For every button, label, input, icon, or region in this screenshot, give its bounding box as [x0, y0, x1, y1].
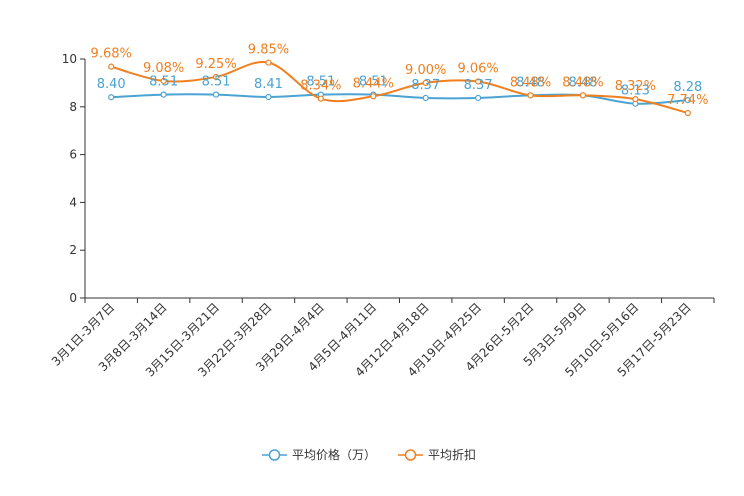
data-label: 8.28: [673, 80, 702, 95]
data-label: 8.48%: [510, 75, 551, 90]
y-tick-label: 4: [69, 195, 77, 209]
data-label: 9.68%: [91, 47, 132, 62]
data-point: [684, 109, 691, 117]
data-point: [475, 78, 482, 85]
y-tick-label: 6: [69, 148, 77, 162]
series-lines: [108, 59, 691, 117]
data-point: [527, 92, 534, 99]
data-label: 8.37: [464, 78, 493, 93]
data-label: 9.06%: [457, 61, 498, 76]
legend-marker: [268, 449, 281, 461]
data-point: [108, 63, 115, 70]
legend-label: 平均折扣: [428, 447, 476, 462]
data-point: [579, 92, 587, 99]
y-tick-label: 8: [69, 100, 77, 114]
data-label: 8.51: [149, 75, 178, 90]
data-point: [160, 91, 167, 98]
data-point: [160, 77, 167, 85]
y-tick-label: 10: [62, 52, 77, 66]
data-label: 8.51: [359, 75, 388, 90]
data-point: [212, 91, 220, 98]
data-label: 8.48: [516, 75, 545, 90]
data-label: 8.32%: [615, 79, 656, 94]
legend-item-1[interactable]: 平均价格（万）: [262, 447, 376, 462]
y-tick-label: 0: [69, 291, 77, 305]
data-point: [684, 97, 691, 104]
data-labels: 8.40 8.51 8.51 8.41 8.51 8.51 8.37 8.37 8.48 8.48…: [91, 43, 709, 108]
data-label: 8.48: [568, 75, 597, 90]
data-label: 8.37: [411, 78, 440, 93]
data-label: 9.08%: [143, 61, 184, 76]
data-point: [265, 93, 272, 101]
y-tick-labels: 0 2 4 6 8 10: [62, 52, 77, 305]
legend-label: 平均价格（万）: [292, 447, 376, 462]
data-label: 9.85%: [248, 43, 289, 58]
x-tick-labels: 3月1日-3月7日3月8日-3月14日3月15日-3月21日3月22日-3月28…: [49, 300, 694, 379]
data-point: [317, 95, 324, 102]
legend-item-2[interactable]: 平均折扣: [398, 447, 476, 462]
data-label: 7.74%: [667, 93, 708, 108]
data-label: 8.13: [621, 84, 650, 99]
data-label: 8.41: [254, 77, 283, 92]
data-point: [422, 94, 429, 102]
data-point: [632, 96, 639, 103]
y-tick-label: 2: [69, 243, 77, 257]
data-label: 8.48%: [562, 75, 603, 90]
data-label: 8.44%: [353, 76, 394, 91]
data-point: [422, 79, 429, 87]
axes: [80, 58, 715, 303]
data-point: [265, 59, 272, 66]
legend-marker: [404, 449, 417, 461]
data-label: 9.25%: [195, 57, 236, 72]
data-label: 8.34%: [300, 79, 341, 94]
data-point: [370, 93, 377, 100]
series-line-2: [110, 61, 689, 114]
data-point: [475, 94, 482, 102]
data-point: [212, 73, 220, 81]
data-label: 8.40: [97, 77, 126, 92]
data-label: 8.51: [202, 75, 231, 90]
data-label: 8.51: [306, 75, 335, 90]
data-label: 9.00%: [405, 63, 446, 78]
data-point: [108, 94, 115, 101]
legend[interactable]: 平均价格（万） 平均折扣: [262, 447, 476, 462]
